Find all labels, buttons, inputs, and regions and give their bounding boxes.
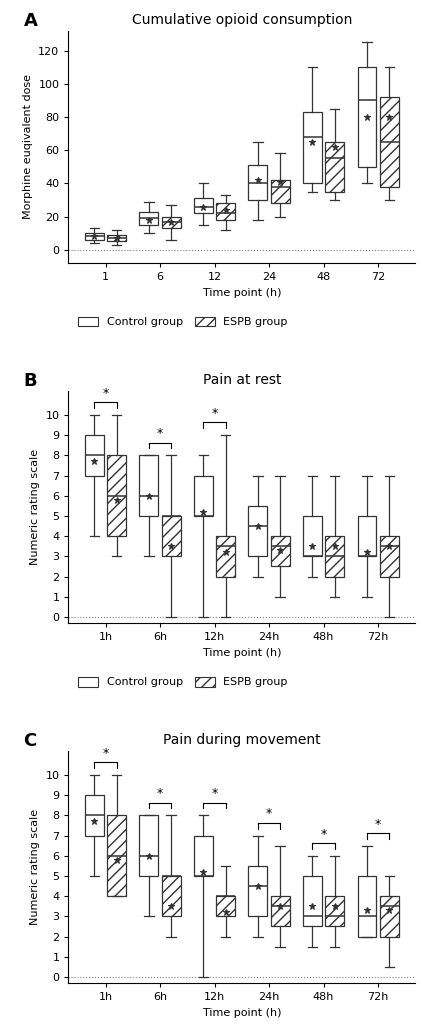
PathPatch shape [162, 516, 181, 556]
PathPatch shape [85, 796, 104, 836]
PathPatch shape [216, 204, 235, 220]
PathPatch shape [357, 876, 377, 937]
PathPatch shape [194, 475, 213, 516]
PathPatch shape [85, 435, 104, 475]
PathPatch shape [216, 537, 235, 577]
Text: B: B [24, 372, 37, 390]
X-axis label: Time point (h): Time point (h) [202, 1008, 281, 1018]
PathPatch shape [162, 876, 181, 916]
Legend: Control group, ESPB group: Control group, ESPB group [74, 312, 292, 332]
PathPatch shape [325, 142, 344, 191]
PathPatch shape [107, 234, 126, 242]
Text: *: * [102, 387, 109, 400]
Text: *: * [211, 408, 218, 420]
Title: Cumulative opioid consumption: Cumulative opioid consumption [132, 12, 352, 27]
Y-axis label: Morphine euqivalent dose: Morphine euqivalent dose [23, 75, 33, 219]
Title: Pain at rest: Pain at rest [202, 373, 281, 387]
Legend: Control group, ESPB group: Control group, ESPB group [74, 672, 292, 692]
PathPatch shape [357, 68, 377, 167]
PathPatch shape [85, 233, 104, 240]
PathPatch shape [380, 97, 399, 186]
PathPatch shape [140, 212, 158, 225]
PathPatch shape [249, 866, 268, 916]
PathPatch shape [107, 456, 126, 537]
Y-axis label: Numeric rating scale: Numeric rating scale [30, 449, 40, 565]
PathPatch shape [380, 896, 399, 937]
PathPatch shape [162, 216, 181, 228]
PathPatch shape [271, 537, 290, 566]
PathPatch shape [303, 112, 322, 183]
PathPatch shape [249, 506, 268, 556]
Text: *: * [321, 827, 327, 841]
Text: C: C [24, 732, 37, 751]
Text: A: A [24, 12, 37, 30]
Text: *: * [211, 787, 218, 801]
PathPatch shape [194, 836, 213, 876]
Text: *: * [102, 746, 109, 760]
PathPatch shape [380, 537, 399, 577]
Title: Pain during movement: Pain during movement [163, 733, 321, 746]
PathPatch shape [216, 896, 235, 916]
PathPatch shape [107, 815, 126, 896]
PathPatch shape [325, 537, 344, 577]
Text: *: * [157, 787, 163, 801]
PathPatch shape [303, 516, 322, 556]
X-axis label: Time point (h): Time point (h) [202, 288, 281, 298]
X-axis label: Time point (h): Time point (h) [202, 647, 281, 657]
Text: *: * [375, 817, 381, 830]
Text: *: * [157, 427, 163, 440]
PathPatch shape [357, 516, 377, 556]
PathPatch shape [271, 180, 290, 204]
PathPatch shape [271, 896, 290, 927]
PathPatch shape [140, 456, 158, 516]
PathPatch shape [303, 876, 322, 927]
PathPatch shape [325, 896, 344, 927]
Text: *: * [266, 808, 272, 820]
PathPatch shape [194, 199, 213, 213]
Y-axis label: Numeric rating scale: Numeric rating scale [30, 809, 40, 925]
PathPatch shape [249, 165, 268, 200]
PathPatch shape [140, 815, 158, 876]
